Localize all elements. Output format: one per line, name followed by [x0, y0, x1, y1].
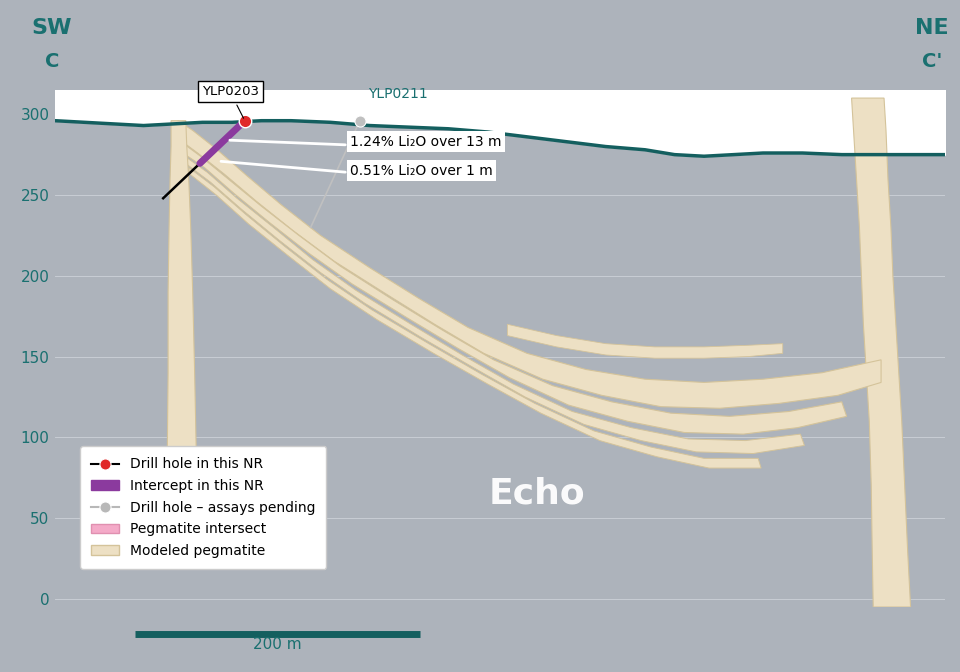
Legend: Drill hole in this NR, Intercept in this NR, Drill hole – assays pending, Pegmat: Drill hole in this NR, Intercept in this…: [80, 446, 326, 569]
Polygon shape: [185, 157, 804, 454]
Text: C': C': [922, 52, 942, 71]
Text: YLP0203: YLP0203: [202, 85, 258, 118]
Polygon shape: [852, 98, 911, 607]
Text: SW: SW: [32, 18, 72, 38]
Polygon shape: [180, 142, 847, 434]
Polygon shape: [167, 121, 197, 470]
Text: NE: NE: [915, 18, 948, 38]
Polygon shape: [189, 167, 761, 468]
Polygon shape: [508, 325, 782, 358]
Text: Echo: Echo: [489, 477, 586, 511]
Text: C: C: [45, 52, 60, 71]
Text: YLP0211: YLP0211: [368, 87, 427, 101]
Text: 0.51% Li₂O over 1 m: 0.51% Li₂O over 1 m: [350, 164, 492, 178]
Text: 200 m: 200 m: [253, 637, 301, 652]
Polygon shape: [178, 121, 881, 409]
Text: 1.24% Li₂O over 13 m: 1.24% Li₂O over 13 m: [350, 134, 501, 149]
